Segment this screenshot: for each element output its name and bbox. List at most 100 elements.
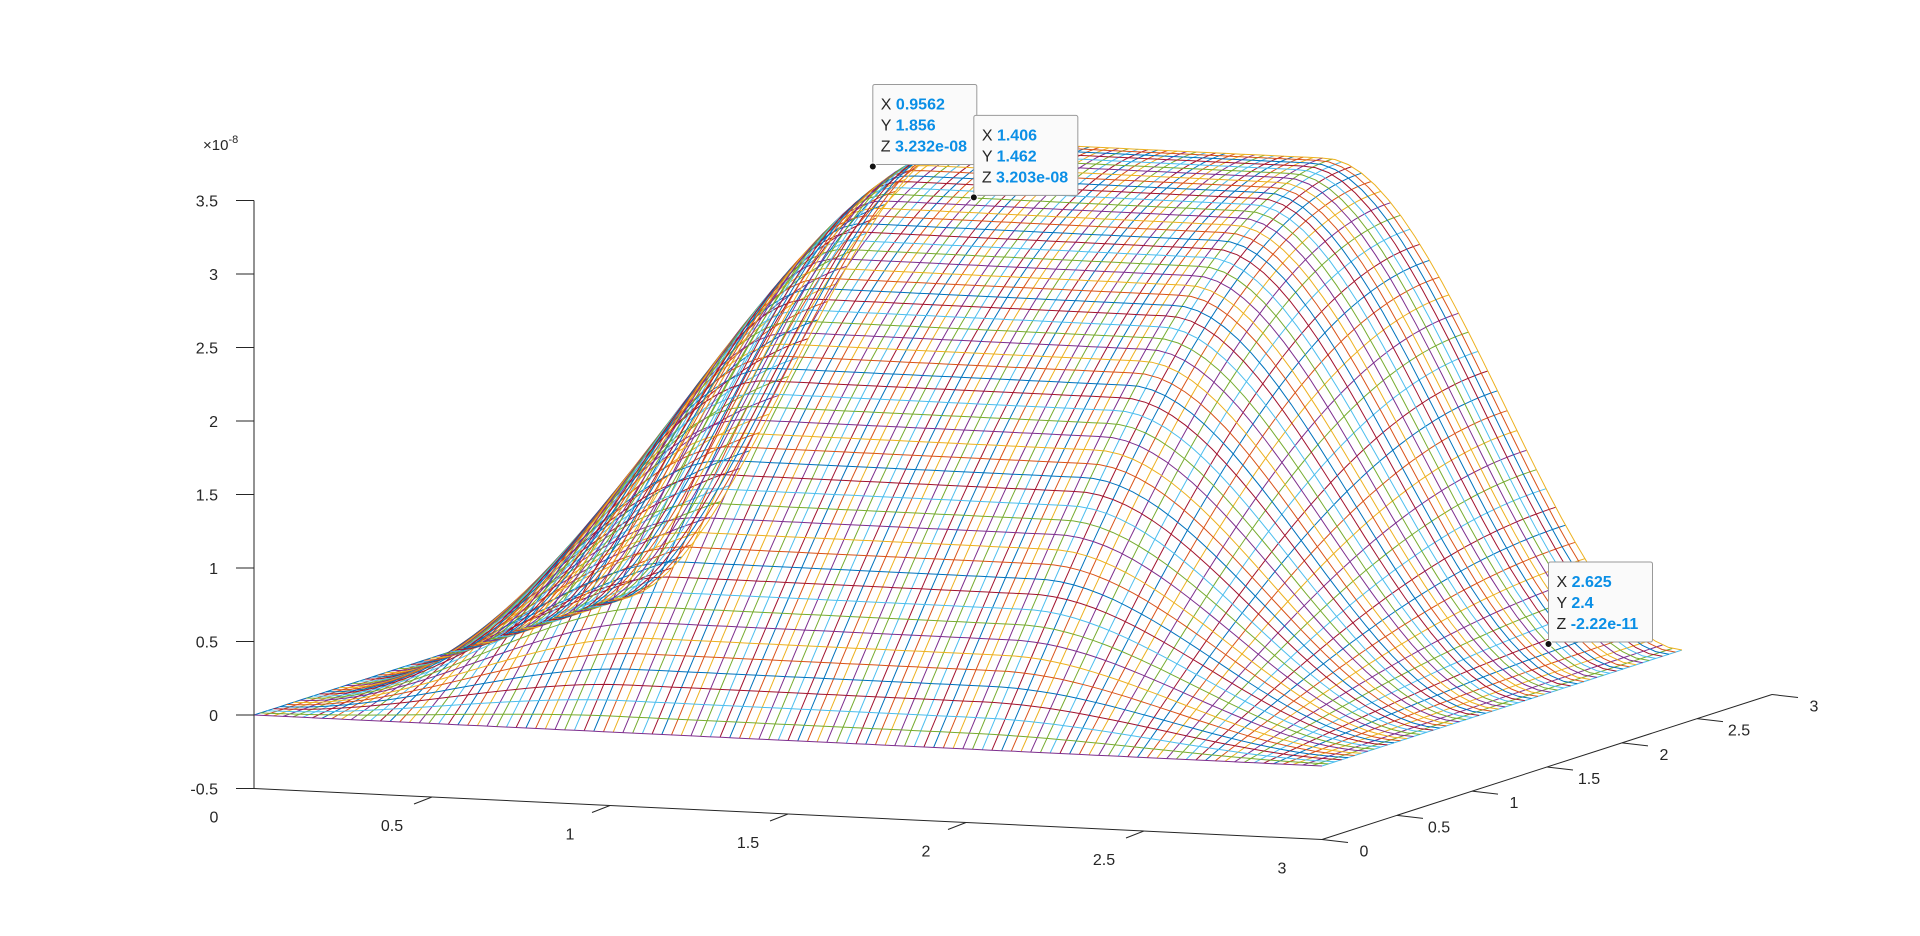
x-tick-label: 3 (1278, 861, 1287, 878)
datatip-row-y: Y 1.856 (881, 117, 936, 134)
mesh-line-y (502, 231, 1571, 687)
y-tick-label: 0 (1360, 844, 1369, 861)
mesh-line-x (1117, 350, 1479, 757)
mesh-line-x (1273, 623, 1634, 765)
mesh-line-x (661, 143, 1022, 735)
mesh-line-x (1214, 541, 1576, 762)
x-tick-label: 0.5 (381, 818, 403, 835)
y-tick-mark (1621, 742, 1649, 747)
datatip-marker[interactable] (868, 162, 877, 171)
mesh-line-y (594, 148, 1663, 657)
datatip-row-z: Z 3.203e-08 (982, 169, 1068, 186)
datatip-marker[interactable] (1544, 639, 1553, 648)
mesh-line-x (1030, 202, 1391, 753)
datatip-row-y: Y 1.462 (982, 148, 1037, 165)
mesh-line-x (981, 161, 1343, 750)
x-tick-label: 1.5 (737, 835, 759, 852)
mesh-line-x (1010, 181, 1372, 752)
datatip-key: X (881, 96, 896, 113)
mesh-line-y (496, 240, 1565, 689)
mesh-line-y (548, 181, 1617, 672)
y-ticks: 0 0.5 1 1.5 2 2.5 3 (1321, 694, 1819, 861)
mesh-line-x (1059, 243, 1421, 754)
datatip-value: 3.203e-08 (996, 169, 1068, 186)
mesh-line-y (489, 249, 1558, 691)
datatip-value: 1.406 (997, 127, 1037, 144)
mesh-line-y (463, 288, 1532, 699)
mesh-line-x (923, 155, 1285, 748)
mesh-line-y (437, 332, 1506, 708)
datatip-box (973, 114, 1079, 196)
mesh-line-y (509, 223, 1578, 685)
datatip-key: X (1557, 574, 1572, 591)
mesh-line-x (865, 152, 1226, 745)
z-tick-label: 1.5 (196, 488, 218, 505)
mesh-line-x (884, 153, 1246, 746)
datatip-value: 2.4 (1571, 595, 1593, 612)
mesh-line-y (417, 367, 1486, 714)
z-ticks: -0.5 0 0.5 1 1.5 2 2.5 3 3.5 (190, 194, 254, 799)
mesh-line-y (568, 165, 1637, 666)
mesh-line-x (447, 338, 809, 725)
datatip-key: Y (982, 148, 997, 165)
mesh-line-y (273, 683, 1342, 761)
mesh-line-x (632, 141, 993, 734)
mesh-line-x (622, 141, 984, 733)
mesh-line-y (253, 714, 1323, 767)
x-tick-mark (1125, 830, 1145, 839)
mesh-line-y (345, 517, 1414, 737)
x-ticks: 0 0.5 1 1.5 2 2.5 3 (210, 796, 1287, 878)
datatip-key: X (982, 127, 997, 144)
z-exponent-label: ×10-8 (203, 134, 238, 154)
mesh-line-y (332, 546, 1401, 742)
mesh-line-x (1049, 228, 1411, 754)
mesh-line-x (874, 153, 1236, 745)
mesh-line-y (456, 298, 1525, 702)
mesh-line-x (671, 143, 1032, 736)
axes: -0.5 0 0.5 1 1.5 2 2.5 3 3.5 0 0.5 1 1.5 2 2.5 3 0 0.5 1… (190, 134, 1818, 878)
mesh-line-y (574, 160, 1643, 664)
mesh-line-y (424, 355, 1493, 712)
y-tick-label: 1 (1510, 795, 1519, 812)
mesh-line-y (483, 258, 1552, 693)
z-tick-label: 1 (209, 561, 218, 578)
mesh-line-y (555, 175, 1624, 670)
mesh-line-x (1137, 390, 1498, 758)
datatip-box (1548, 561, 1653, 643)
mesh-line-x (1321, 649, 1683, 767)
y-tick-label: 3 (1810, 699, 1819, 716)
mesh-line-x (544, 179, 906, 730)
mesh-line-x (1234, 573, 1595, 763)
x-tick-mark (591, 805, 611, 813)
mesh-line-x (1156, 430, 1518, 759)
mesh-line-x (797, 149, 1158, 742)
mesh-line-x (962, 157, 1323, 749)
mesh-line-y (613, 140, 1683, 651)
mesh-line-x (1039, 214, 1401, 753)
mesh-line-x (1176, 469, 1537, 760)
datatip-row-z: Z -2.22e-11 (1557, 616, 1639, 633)
x-tick-mark (413, 796, 433, 805)
mesh-line-x (855, 152, 1217, 744)
mesh-line-y (430, 343, 1499, 710)
datatip-row-x: X 1.406 (982, 127, 1037, 144)
mesh-line-x (836, 151, 1197, 743)
datatip-2[interactable]: X 1.406 Y 1.462 Z 3.203e-08 (969, 114, 1079, 202)
mesh-line-y (541, 187, 1611, 674)
mesh-line-y (411, 380, 1480, 716)
datatip-key: Z (881, 138, 895, 155)
mesh-line-y (528, 200, 1597, 678)
mesh-line-x (1166, 449, 1527, 759)
y-tick-mark (1696, 718, 1724, 723)
mesh-line-x (1020, 190, 1382, 752)
mesh-line-x (972, 158, 1333, 750)
mesh-line-y (476, 268, 1545, 695)
mesh-line-y (443, 320, 1512, 706)
mesh-line-y (469, 277, 1539, 697)
datatip-marker[interactable] (969, 193, 978, 202)
x-tick-mark (947, 822, 967, 830)
